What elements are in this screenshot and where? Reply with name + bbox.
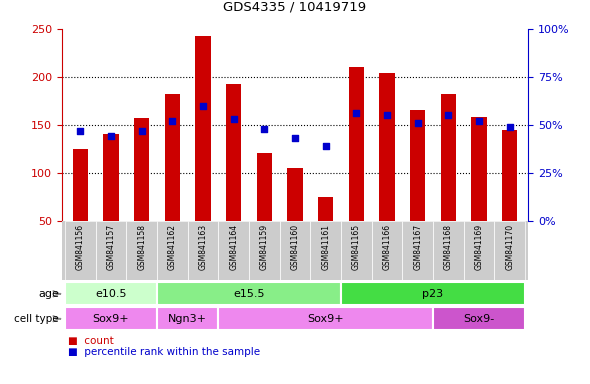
Bar (195, 36, 211, 221)
Text: GSM841162: GSM841162 (168, 224, 177, 270)
Bar (157, 307, 218, 330)
Point (352, 110, 361, 116)
Bar (96, 221, 126, 280)
Bar (65, 282, 157, 305)
Point (413, 120, 422, 126)
Bar (249, 221, 280, 280)
Point (106, 133, 116, 139)
Text: age: age (38, 289, 59, 299)
Bar (257, 152, 272, 221)
Bar (402, 221, 433, 280)
Bar (165, 94, 180, 221)
Bar (103, 134, 119, 221)
Bar (188, 221, 218, 280)
Bar (226, 84, 241, 221)
Text: GDS4335 / 10419719: GDS4335 / 10419719 (224, 0, 366, 13)
Text: GSM841168: GSM841168 (444, 224, 453, 270)
Text: GSM841166: GSM841166 (382, 224, 392, 270)
Point (321, 143, 330, 149)
Bar (349, 67, 364, 221)
Text: Sox9-: Sox9- (463, 314, 494, 324)
Point (290, 135, 300, 141)
Bar (341, 221, 372, 280)
Bar (287, 168, 303, 221)
Text: GSM841159: GSM841159 (260, 224, 269, 270)
Bar (65, 307, 157, 330)
Point (260, 126, 269, 132)
Bar (433, 307, 525, 330)
Text: GSM841167: GSM841167 (413, 224, 422, 270)
Text: GSM841163: GSM841163 (198, 224, 208, 270)
Text: Sox9+: Sox9+ (93, 314, 129, 324)
Text: cell type: cell type (14, 314, 59, 324)
Text: e10.5: e10.5 (95, 289, 127, 299)
Bar (280, 221, 310, 280)
Bar (341, 282, 525, 305)
Text: GSM841170: GSM841170 (505, 224, 514, 270)
Text: Ngn3+: Ngn3+ (168, 314, 207, 324)
Bar (218, 221, 249, 280)
Bar (126, 221, 157, 280)
Bar (65, 221, 96, 280)
Point (198, 103, 208, 109)
Bar (441, 94, 456, 221)
Bar (471, 117, 487, 221)
Bar (464, 221, 494, 280)
Point (137, 127, 146, 134)
Point (229, 116, 238, 122)
Bar (494, 221, 525, 280)
Point (444, 112, 453, 118)
Text: GSM841165: GSM841165 (352, 224, 361, 270)
Point (168, 118, 177, 124)
Text: GSM841157: GSM841157 (107, 224, 116, 270)
Bar (379, 73, 395, 221)
Bar (372, 221, 402, 280)
Point (505, 124, 514, 130)
Bar (318, 197, 333, 221)
Bar (73, 149, 88, 221)
Point (474, 118, 484, 124)
Text: GSM841169: GSM841169 (474, 224, 483, 270)
Bar (218, 307, 433, 330)
Text: GSM841160: GSM841160 (290, 224, 300, 270)
Text: GSM841158: GSM841158 (137, 224, 146, 270)
Bar (310, 221, 341, 280)
Point (76, 127, 85, 134)
Text: GSM841164: GSM841164 (229, 224, 238, 270)
Bar (157, 282, 341, 305)
Bar (157, 221, 188, 280)
Bar (410, 111, 425, 221)
Text: Sox9+: Sox9+ (307, 314, 344, 324)
Point (382, 112, 392, 118)
Text: e15.5: e15.5 (233, 289, 265, 299)
Text: GSM841156: GSM841156 (76, 224, 85, 270)
Text: ■  percentile rank within the sample: ■ percentile rank within the sample (68, 347, 260, 357)
Bar (134, 118, 149, 221)
Text: p23: p23 (422, 289, 444, 299)
Text: GSM841161: GSM841161 (321, 224, 330, 270)
Bar (433, 221, 464, 280)
Text: ■  count: ■ count (68, 336, 114, 346)
Bar (502, 129, 517, 221)
